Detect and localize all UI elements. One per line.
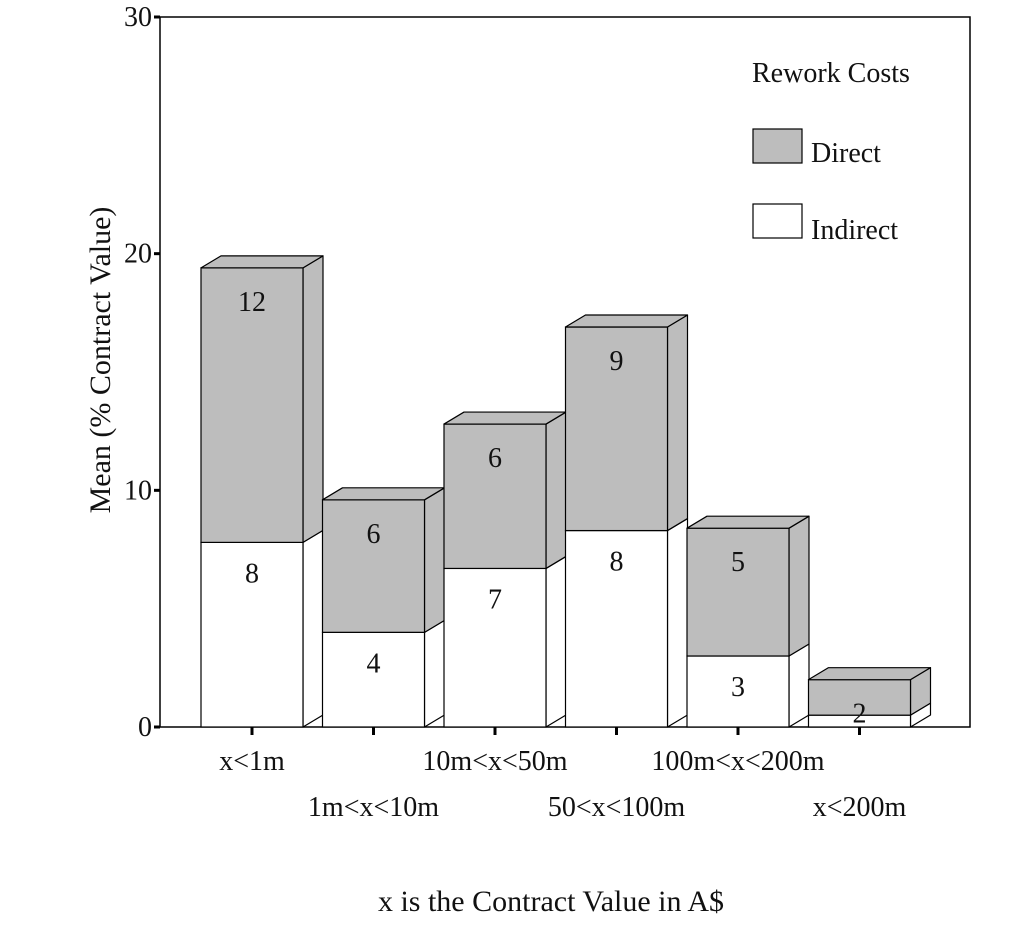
bar-top-direct xyxy=(686,515,810,529)
bar-top-direct xyxy=(321,487,446,501)
x-tick-label: 1m<x<10m xyxy=(308,792,439,823)
x-tick-label: 50<x<100m xyxy=(548,792,686,823)
bar-top-direct xyxy=(564,314,689,328)
bar-value-label-indirect: 8 xyxy=(245,558,259,589)
bar-indirect xyxy=(321,631,426,728)
bar-indirect xyxy=(686,655,790,728)
y-axis-title: Mean (% Contract Value) xyxy=(84,207,117,514)
bar-direct xyxy=(807,679,912,716)
bar-side-direct xyxy=(666,314,689,532)
bar-indirect xyxy=(200,541,304,728)
bar-direct xyxy=(686,527,790,657)
bar-stack: 35 xyxy=(686,515,810,728)
bar-value-label-indirect: 7 xyxy=(488,584,502,615)
bar-value-label-direct: 6 xyxy=(488,443,502,474)
y-tick-label: 0 xyxy=(138,712,152,743)
bar-side-indirect xyxy=(545,555,567,728)
x-tick-label: x<1m xyxy=(219,746,285,777)
bar-direct xyxy=(321,499,426,633)
bar-value-label-direct: 12 xyxy=(238,287,266,318)
legend-swatch-indirect xyxy=(752,203,803,239)
bar-value-label-direct: 5 xyxy=(731,547,745,578)
y-axis: 0 10 20 30 xyxy=(124,2,160,743)
y-tick-label: 10 xyxy=(124,475,152,506)
bar-stack: 2 xyxy=(807,667,932,730)
legend-title: Rework Costs xyxy=(752,58,910,89)
x-axis: x<1m 1m<x<10m 10m<x<50m 50<x<100m 100m<x<200… xyxy=(219,727,907,823)
bar-stack: 46 xyxy=(321,487,446,728)
x-tick-label: 10m<x<50m xyxy=(422,746,567,777)
bar-side-indirect xyxy=(423,619,446,728)
bar-value-label-direct: 2 xyxy=(853,699,867,730)
bar-top-direct xyxy=(443,411,567,425)
x-axis-title: x is the Contract Value in A$ xyxy=(378,885,724,918)
bar-indirect xyxy=(564,529,669,728)
bar-side-direct xyxy=(302,255,324,544)
legend-label-indirect: Indirect xyxy=(811,215,898,246)
bar-side-indirect xyxy=(302,529,324,728)
bar-stack: 76 xyxy=(443,411,567,728)
bar-side-direct xyxy=(788,515,810,657)
bar-value-label-indirect: 8 xyxy=(610,547,624,578)
legend-swatch-direct xyxy=(752,128,803,164)
bar-side-direct xyxy=(545,411,567,570)
bar-side-indirect xyxy=(666,517,689,728)
bar-direct xyxy=(443,423,547,570)
x-tick-label: x<200m xyxy=(813,792,907,823)
bar-side-indirect xyxy=(788,643,810,728)
bar-value-label-direct: 9 xyxy=(610,346,624,377)
bar-indirect xyxy=(443,567,547,728)
bar-value-label-direct: 6 xyxy=(367,519,381,550)
legend-label-direct: Direct xyxy=(811,138,881,169)
legend: Rework Costs Direct Indirect xyxy=(752,58,910,246)
y-tick-label: 20 xyxy=(124,239,152,270)
x-tick-label: 100m<x<200m xyxy=(651,746,824,777)
bar-top-direct xyxy=(200,255,324,269)
bar-direct xyxy=(564,326,669,532)
bar-value-label-indirect: 3 xyxy=(731,672,745,703)
bar-value-label-indirect: 4 xyxy=(367,648,381,679)
bar-stack: 89 xyxy=(564,314,689,728)
y-tick-label: 30 xyxy=(124,2,152,33)
bar-top-direct xyxy=(807,667,932,681)
bar-side-direct xyxy=(423,487,446,633)
bar-direct xyxy=(200,267,304,543)
bar-stack: 8 12 xyxy=(200,255,324,728)
